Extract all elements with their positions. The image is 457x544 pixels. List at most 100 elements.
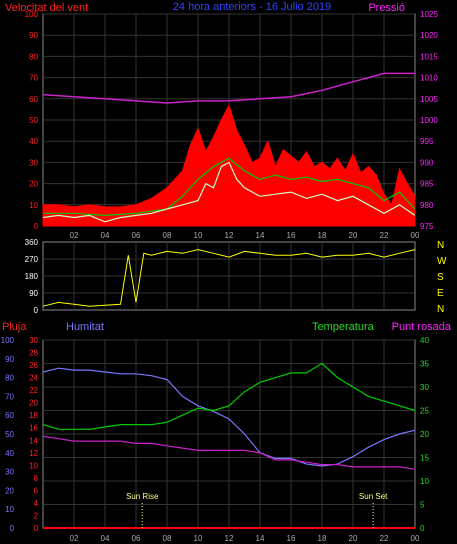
humidity-tick-label: 70 bbox=[5, 392, 14, 401]
dewpoint-axis-label: Punt rosada bbox=[392, 321, 452, 333]
humidity-tick-label: 20 bbox=[5, 486, 14, 495]
direction-tick-label: 90 bbox=[29, 289, 38, 298]
humidity-tick-label: 10 bbox=[5, 505, 14, 514]
pressure-tick-label: 990 bbox=[420, 158, 434, 167]
rain-tick-label: 22 bbox=[29, 386, 38, 395]
wind-tick-label: 70 bbox=[29, 74, 38, 83]
wind-tick-label: 100 bbox=[25, 10, 39, 19]
temperature-tick-label: 35 bbox=[420, 360, 429, 369]
pressure-y-ticks: 975 980 985 990 995 1000 1005 1010 1015 1020 1025 bbox=[420, 10, 438, 231]
temperature-tick-label: 15 bbox=[420, 454, 429, 463]
temperature-tick-label: 5 bbox=[420, 501, 425, 510]
series-temperatura bbox=[42, 362, 416, 430]
pressure-tick-label: 1025 bbox=[420, 10, 438, 19]
pressure-tick-label: 995 bbox=[420, 137, 434, 146]
x-tick-label: 22 bbox=[380, 534, 389, 543]
wind-tick-label: 90 bbox=[29, 31, 38, 40]
x-tick-label: 22 bbox=[380, 231, 389, 240]
rain-tick-label: 12 bbox=[29, 449, 38, 458]
sun-marker-label: Sun Rise bbox=[126, 492, 159, 501]
pressure-tick-label: 1015 bbox=[420, 52, 438, 61]
wind-direction-series bbox=[42, 249, 416, 307]
direction-tick-label: 360 bbox=[25, 238, 39, 247]
rain-tick-label: 10 bbox=[29, 461, 38, 470]
sun-marker-label: Sun Set bbox=[359, 492, 388, 501]
direction-y-ticks: 360 270 180 90 0 bbox=[25, 238, 39, 315]
rain-tick-label: 26 bbox=[29, 361, 38, 370]
rain-tick-label: 28 bbox=[29, 349, 38, 358]
direction-panel-grid bbox=[43, 242, 415, 310]
pressure-axis-label: Pressió bbox=[368, 2, 405, 14]
x-tick-label: 20 bbox=[349, 534, 358, 543]
x-tick-label: 14 bbox=[256, 534, 265, 543]
x-tick-label: 08 bbox=[163, 231, 172, 240]
compass-label: E bbox=[437, 288, 444, 299]
rain-tick-label: 18 bbox=[29, 411, 38, 420]
wind-series-2 bbox=[43, 157, 416, 217]
pressure-tick-label: 975 bbox=[420, 222, 434, 231]
temp-x-ticks: 02 04 06 08 10 12 14 16 18 20 22 00 bbox=[70, 534, 420, 543]
temperature-tick-label: 0 bbox=[420, 524, 425, 533]
rain-tick-label: 20 bbox=[29, 399, 38, 408]
x-tick-label: 02 bbox=[70, 534, 79, 543]
pressure-series bbox=[42, 72, 415, 104]
wind-x-ticks: 02 04 06 08 10 12 14 16 18 20 22 00 bbox=[70, 231, 420, 240]
pressure-tick-label: 985 bbox=[420, 180, 434, 189]
humidity-tick-label: 100 bbox=[1, 336, 15, 345]
wind-axis-label: Velocitat del vent bbox=[5, 2, 88, 14]
x-tick-label: 00 bbox=[411, 231, 420, 240]
pressure-tick-label: 980 bbox=[420, 201, 434, 210]
x-tick-label: 08 bbox=[163, 534, 172, 543]
wind-tick-label: 20 bbox=[29, 180, 38, 189]
direction-tick-label: 270 bbox=[25, 255, 39, 264]
pressure-tick-label: 1020 bbox=[420, 31, 438, 40]
temperature-tick-label: 10 bbox=[420, 477, 429, 486]
wind-tick-label: 0 bbox=[34, 222, 39, 231]
series-punt-rosada bbox=[42, 435, 416, 470]
wind-panel-series bbox=[42, 72, 416, 227]
chart-title: 24 hora anteriors - 16 Julio 2019 bbox=[173, 1, 331, 13]
x-tick-label: 20 bbox=[349, 231, 358, 240]
rain-axis-label: Pluja bbox=[2, 321, 27, 333]
rain-tick-label: 6 bbox=[34, 486, 39, 495]
rain-tick-label: 2 bbox=[34, 511, 39, 520]
temperature-tick-label: 40 bbox=[420, 336, 429, 345]
rain-tick-label: 16 bbox=[29, 424, 38, 433]
rain-tick-label: 24 bbox=[29, 374, 38, 383]
x-tick-label: 18 bbox=[318, 534, 327, 543]
compass-label: N bbox=[437, 240, 444, 251]
wind-tick-label: 40 bbox=[29, 137, 38, 146]
x-tick-label: 10 bbox=[194, 534, 203, 543]
wind-tick-label: 30 bbox=[29, 158, 38, 167]
temperature-y-ticks: 0 5 10 15 20 25 30 35 40 bbox=[420, 336, 429, 533]
x-tick-label: 14 bbox=[256, 231, 265, 240]
x-tick-label: 04 bbox=[101, 534, 110, 543]
rain-tick-label: 0 bbox=[34, 524, 39, 533]
wind-series-3 bbox=[42, 161, 416, 223]
x-tick-label: 04 bbox=[101, 231, 110, 240]
humidity-tick-label: 50 bbox=[5, 430, 14, 439]
temperature-axis-label: Temperatura bbox=[312, 321, 375, 333]
x-tick-label: 16 bbox=[287, 534, 296, 543]
humidity-axis-label: Humitat bbox=[66, 321, 104, 333]
wind-tick-label: 80 bbox=[29, 52, 38, 61]
direction-tick-label: 180 bbox=[25, 272, 39, 281]
rain-tick-label: 30 bbox=[29, 336, 38, 345]
rain-tick-label: 4 bbox=[34, 499, 39, 508]
x-tick-label: 12 bbox=[225, 231, 234, 240]
pressure-tick-label: 1000 bbox=[420, 116, 438, 125]
wind-tick-label: 60 bbox=[29, 95, 38, 104]
wind-gust-series bbox=[42, 103, 416, 227]
x-tick-label: 12 bbox=[225, 534, 234, 543]
humidity-tick-label: 90 bbox=[5, 355, 14, 364]
x-tick-label: 10 bbox=[194, 231, 203, 240]
direction-panel-series bbox=[42, 249, 416, 307]
x-tick-label: 02 bbox=[70, 231, 79, 240]
x-tick-label: 06 bbox=[132, 231, 141, 240]
x-tick-label: 06 bbox=[132, 534, 141, 543]
humidity-tick-label: 60 bbox=[5, 411, 14, 420]
